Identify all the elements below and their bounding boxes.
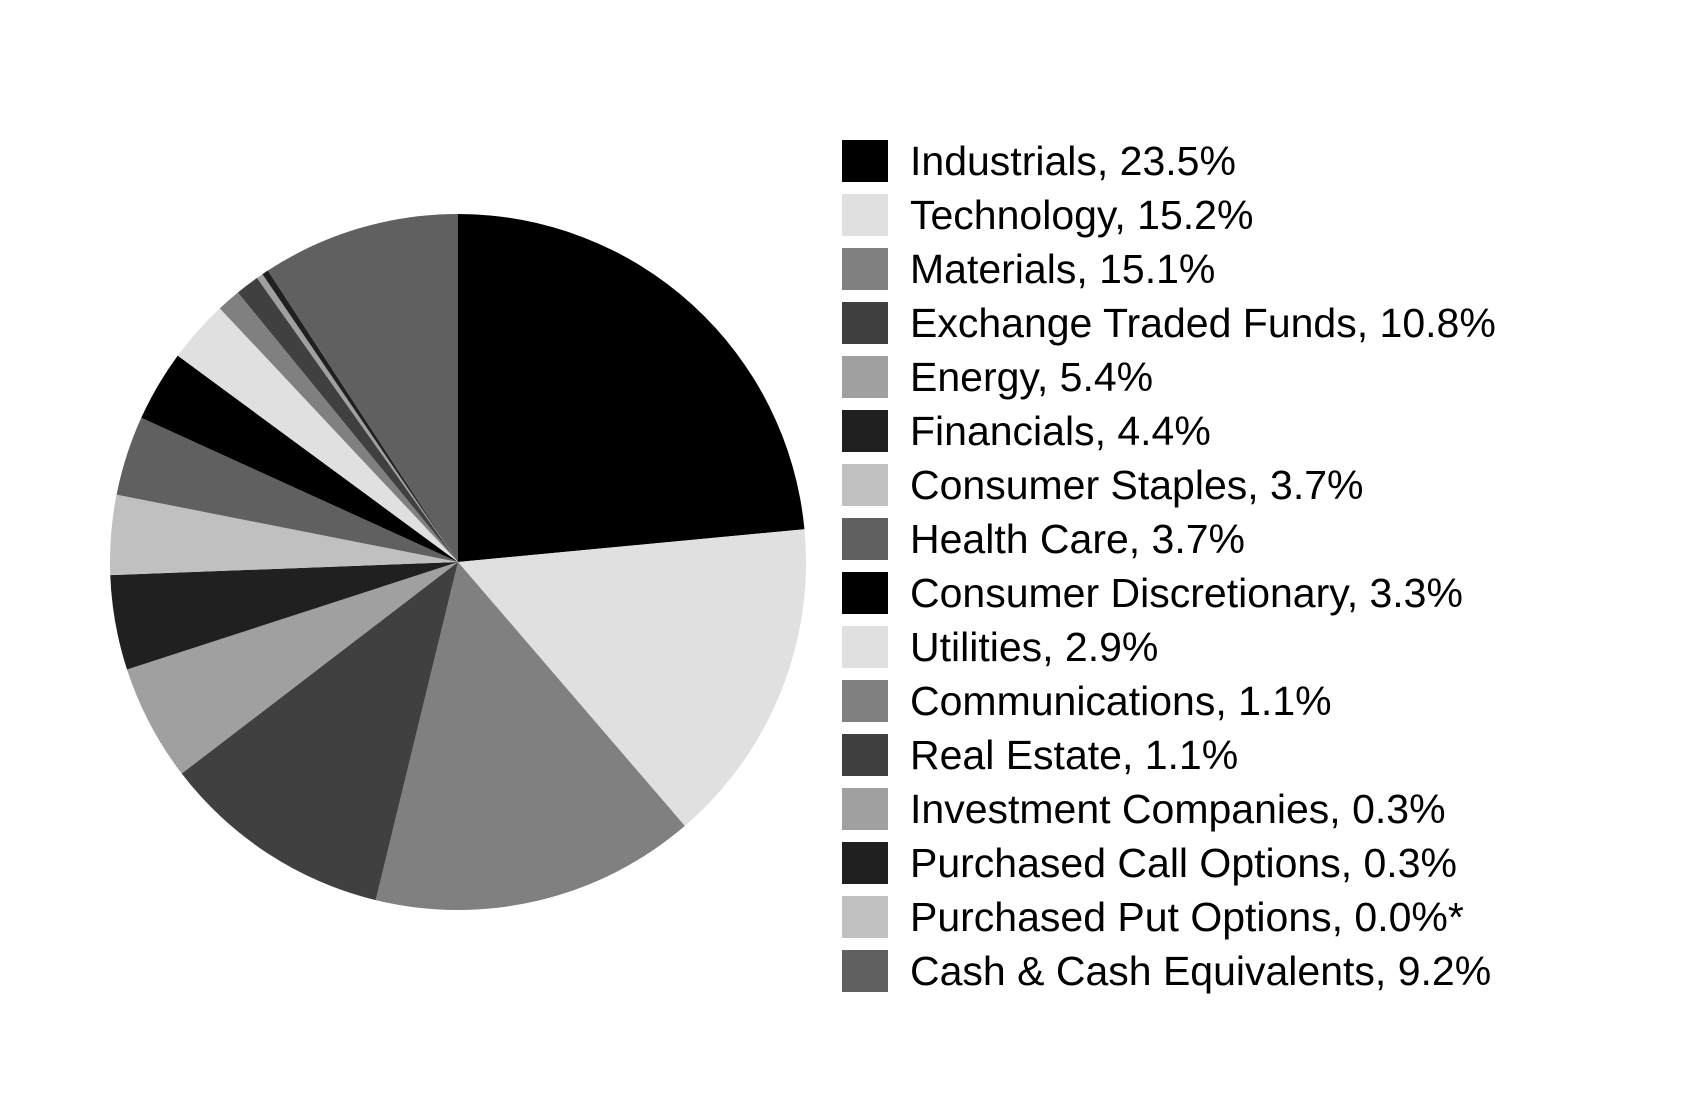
pie-slice-cash-and-cash-equivalents [267, 214, 458, 562]
legend-item-technology: Technology, 15.2% [842, 188, 1496, 242]
legend-label: Cash & Cash Equivalents, 9.2% [910, 947, 1492, 994]
legend-label: Communications, 1.1% [910, 677, 1332, 724]
legend-label: Industrials, 23.5% [910, 137, 1236, 184]
legend-swatch [842, 572, 888, 614]
pie-slice-investment-companies [257, 274, 458, 562]
legend-item-utilities: Utilities, 2.9% [842, 620, 1496, 674]
legend-label: Technology, 15.2% [910, 191, 1254, 238]
legend-swatch [842, 194, 888, 236]
legend-label: Investment Companies, 0.3% [910, 785, 1446, 832]
legend-label: Utilities, 2.9% [910, 623, 1159, 670]
legend-swatch [842, 842, 888, 884]
pie-slice-materials [375, 562, 685, 911]
legend-swatch [842, 302, 888, 344]
legend-item-real-estate: Real Estate, 1.1% [842, 728, 1496, 782]
legend-swatch [842, 950, 888, 992]
pie-slices [109, 214, 806, 911]
pie-slice-energy [127, 562, 458, 774]
legend-swatch [842, 788, 888, 830]
pie-slice-technology [458, 529, 806, 826]
pie-slice-health-care [116, 417, 458, 562]
legend-swatch [842, 896, 888, 938]
legend-swatch [842, 248, 888, 290]
pie-slice-financials [110, 562, 459, 670]
legend-item-cash-and-cash-equivalents: Cash & Cash Equivalents, 9.2% [842, 944, 1496, 998]
legend-label: Consumer Discretionary, 3.3% [910, 569, 1463, 616]
legend-label: Energy, 5.4% [910, 353, 1154, 400]
legend-item-financials: Financials, 4.4% [842, 404, 1496, 458]
legend: Industrials, 23.5% Technology, 15.2% Mater… [842, 134, 1496, 998]
legend-swatch [842, 464, 888, 506]
legend-item-investment-companies: Investment Companies, 0.3% [842, 782, 1496, 836]
pie-slice-utilities [177, 308, 458, 562]
pie-slice-communications [219, 292, 458, 562]
legend-swatch [842, 626, 888, 668]
legend-swatch [842, 734, 888, 776]
pie-slice-purchased-call-options [262, 270, 458, 562]
legend-item-consumer-discretionary: Consumer Discretionary, 3.3% [842, 566, 1496, 620]
legend-swatch [842, 680, 888, 722]
legend-label: Health Care, 3.7% [910, 515, 1246, 562]
legend-item-purchased-put-options: Purchased Put Options, 0.0%* [842, 890, 1496, 944]
pie-slice-real-estate [237, 277, 458, 562]
pie-slice-exchange-traded-funds [181, 562, 458, 901]
legend-label: Purchased Call Options, 0.3% [910, 839, 1457, 886]
legend-label: Consumer Staples, 3.7% [910, 461, 1364, 508]
legend-label: Purchased Put Options, 0.0%* [910, 893, 1464, 940]
pie-slice-industrials [458, 214, 805, 562]
legend-swatch [842, 356, 888, 398]
legend-label: Exchange Traded Funds, 10.8% [910, 299, 1496, 346]
legend-item-energy: Energy, 5.4% [842, 350, 1496, 404]
legend-item-health-care: Health Care, 3.7% [842, 512, 1496, 566]
legend-item-purchased-call-options: Purchased Call Options, 0.3% [842, 836, 1496, 890]
legend-swatch [842, 410, 888, 452]
pie-slice-consumer-discretionary [141, 355, 458, 562]
legend-item-industrials: Industrials, 23.5% [842, 134, 1496, 188]
pie-slice-consumer-staples [109, 494, 458, 576]
legend-swatch [842, 518, 888, 560]
legend-item-consumer-staples: Consumer Staples, 3.7% [842, 458, 1496, 512]
legend-label: Real Estate, 1.1% [910, 731, 1239, 778]
legend-item-exchange-traded-funds: Exchange Traded Funds, 10.8% [842, 296, 1496, 350]
legend-label: Materials, 15.1% [910, 245, 1216, 292]
legend-item-materials: Materials, 15.1% [842, 242, 1496, 296]
legend-label: Financials, 4.4% [910, 407, 1211, 454]
legend-swatch [842, 140, 888, 182]
legend-item-communications: Communications, 1.1% [842, 674, 1496, 728]
